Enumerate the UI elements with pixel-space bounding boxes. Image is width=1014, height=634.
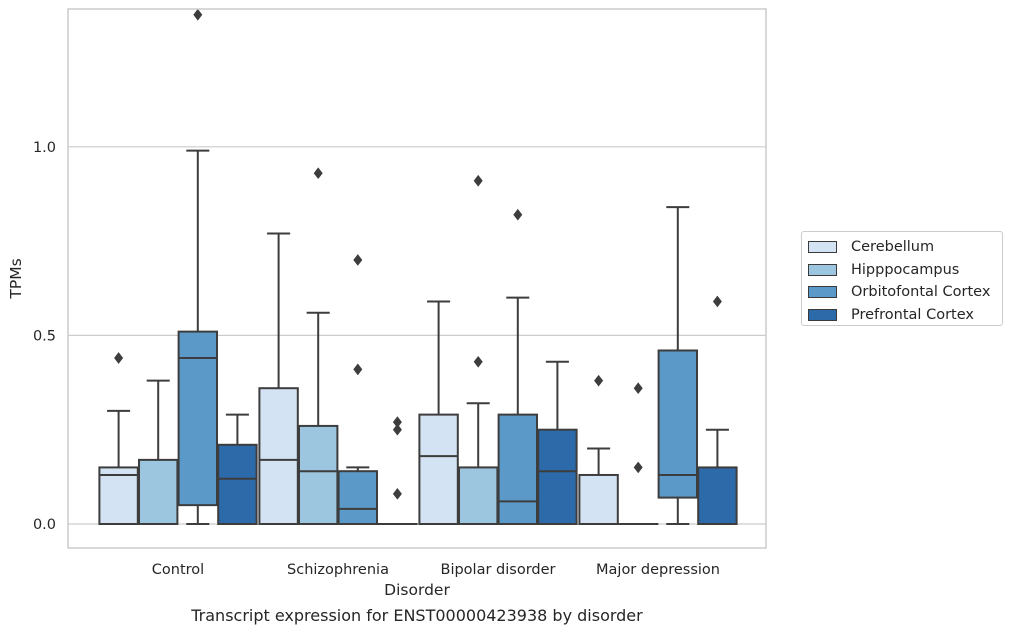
box-body xyxy=(217,443,258,525)
box-group xyxy=(657,206,698,525)
x-tick-label: Major depression xyxy=(596,562,720,578)
box-group xyxy=(458,174,499,526)
box-body xyxy=(98,466,139,526)
outlier-point xyxy=(633,461,643,474)
legend-label: Hipppocampus xyxy=(851,261,960,278)
box-group xyxy=(217,413,258,525)
plot-frame xyxy=(67,8,767,549)
box-group xyxy=(497,208,539,525)
box-group xyxy=(618,382,659,526)
outlier-point xyxy=(712,295,722,308)
y-tick-label: 0.5 xyxy=(33,328,56,344)
outlier-point xyxy=(353,363,363,376)
box-body xyxy=(657,349,698,499)
box-body xyxy=(177,330,219,507)
box-group xyxy=(298,167,339,526)
outlier-point xyxy=(594,374,604,387)
box-body xyxy=(418,413,459,525)
y-axis-title: TPMs xyxy=(7,258,25,299)
box-group xyxy=(418,300,459,525)
legend: Cerebellum Hipppocampus Orbitofontal Cor… xyxy=(801,231,1003,326)
outlier-point xyxy=(193,8,203,21)
legend-item: Orbitofontal Cortex xyxy=(808,281,1002,304)
outlier-point xyxy=(633,382,643,395)
box-body xyxy=(138,458,179,526)
figure-caption: Transcript expression for ENST0000042393… xyxy=(191,606,643,625)
legend-label: Prefrontal Cortex xyxy=(851,306,974,323)
x-tick-label: Schizophrenia xyxy=(287,562,389,578)
legend-swatch xyxy=(808,241,837,254)
box-body xyxy=(537,428,578,526)
y-tick-label: 1.0 xyxy=(33,140,56,156)
box-body xyxy=(697,466,738,526)
box-group xyxy=(138,379,179,526)
box-body xyxy=(458,466,499,526)
box-group xyxy=(177,8,219,525)
box-body xyxy=(258,387,299,526)
outlier-point xyxy=(392,416,402,429)
outlier-point xyxy=(353,254,363,266)
outlier-point xyxy=(513,208,523,221)
box-body xyxy=(497,413,539,525)
legend-swatch xyxy=(808,308,837,321)
legend-label: Orbitofontal Cortex xyxy=(851,284,991,301)
legend-label: Cerebellum xyxy=(851,239,935,256)
legend-item: Hipppocampus xyxy=(808,259,1002,282)
outlier-point xyxy=(392,423,402,436)
box-group xyxy=(697,295,738,526)
box-group xyxy=(337,254,379,525)
outlier-point xyxy=(473,174,483,187)
box-body xyxy=(298,424,339,526)
legend-swatch xyxy=(808,286,837,299)
outlier-point xyxy=(392,487,402,500)
box-body xyxy=(337,470,379,525)
y-tick-label: 0.0 xyxy=(33,517,56,533)
x-tick-label: Control xyxy=(152,562,204,578)
box-group xyxy=(578,374,619,525)
x-tick-label: Bipolar disorder xyxy=(441,562,556,578)
legend-item: Cerebellum xyxy=(808,236,1002,259)
box-body xyxy=(578,473,619,525)
legend-swatch xyxy=(808,263,837,276)
outlier-point xyxy=(114,352,124,364)
box-group xyxy=(377,416,418,526)
box-group xyxy=(258,232,299,526)
outlier-point xyxy=(313,167,323,180)
x-axis-title: Disorder xyxy=(384,581,450,599)
box-group xyxy=(537,360,578,526)
box-group xyxy=(98,352,139,526)
outlier-point xyxy=(473,355,483,368)
legend-item: Prefrontal Cortex xyxy=(808,304,1002,327)
